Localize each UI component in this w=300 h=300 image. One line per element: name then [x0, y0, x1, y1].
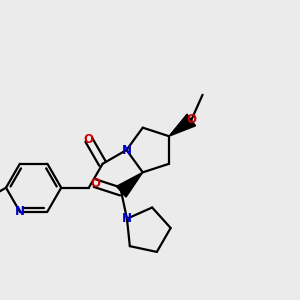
Text: N: N	[122, 143, 131, 157]
Text: N: N	[15, 205, 25, 218]
Polygon shape	[116, 172, 143, 197]
Text: O: O	[84, 134, 94, 146]
Text: O: O	[90, 177, 100, 190]
Text: O: O	[186, 113, 196, 127]
Polygon shape	[169, 114, 196, 136]
Text: N: N	[122, 212, 132, 225]
